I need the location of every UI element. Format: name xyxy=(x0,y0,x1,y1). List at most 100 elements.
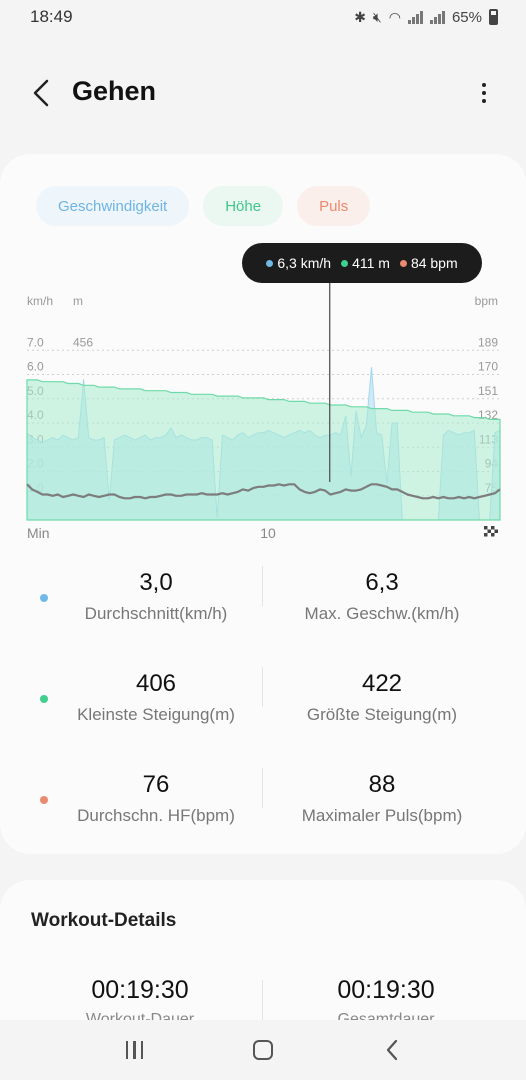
axis-unit-pulse: bpm xyxy=(475,294,498,308)
time-label: Workout-Dauer xyxy=(85,1011,195,1020)
system-nav-bar xyxy=(0,1020,526,1080)
flag-square xyxy=(494,526,498,530)
y-tick-label-pulse: 189 xyxy=(478,335,498,349)
stat-avg-hr: 76 Durchschn. HF(bpm) xyxy=(36,768,276,826)
home-button[interactable] xyxy=(238,1030,288,1070)
wifi-icon: ◠ xyxy=(388,8,401,25)
stat-max-hr: 88 Maximaler Puls(bpm) xyxy=(262,768,502,826)
stat-label: Kleinste Steigung(m) xyxy=(77,705,235,724)
section-title: Workout-Details xyxy=(31,910,177,931)
status-time: 18:49 xyxy=(30,7,73,26)
pulse-dot-icon xyxy=(40,796,48,804)
stat-value: 3,0 xyxy=(139,569,173,596)
tooltip-height: 411 m xyxy=(341,255,390,271)
pulse-line xyxy=(26,483,501,500)
time-value: 00:19:30 xyxy=(91,976,189,1004)
stat-min-height: 406 Kleinste Steigung(m) xyxy=(36,667,276,725)
divider xyxy=(262,566,263,606)
x-axis-label-start: Min xyxy=(27,525,50,541)
flag-square xyxy=(491,526,495,530)
tab-pulse[interactable]: Puls xyxy=(297,186,371,226)
stat-label: Größte Steigung(m) xyxy=(306,705,458,724)
signal-icon-2 xyxy=(429,10,445,24)
workout-duration: 00:19:30 Workout-Dauer xyxy=(30,976,250,1020)
stat-max-speed: 6,3 Max. Geschw.(km/h) xyxy=(262,566,502,624)
flag-square xyxy=(491,533,495,537)
pulse-dot-icon xyxy=(399,259,407,267)
flag-square xyxy=(487,529,491,533)
height-dot-icon xyxy=(40,695,48,703)
more-dot-icon xyxy=(482,83,486,87)
battery-icon xyxy=(489,9,498,25)
mute-icon: 🔇︎ xyxy=(372,8,382,25)
app-header: Gehen xyxy=(0,60,526,126)
workout-chart[interactable]: km/hmbpm7.01896.01705.01514.01323.01132.… xyxy=(0,240,526,550)
divider xyxy=(262,667,263,707)
stat-avg-speed: 3,0 Durchschnitt(km/h) xyxy=(36,566,276,624)
stat-label: Durchschnitt(km/h) xyxy=(84,604,228,623)
stat-row-pulse: 76 Durchschn. HF(bpm) 88 Maximaler Puls(… xyxy=(0,756,526,857)
page-title: Gehen xyxy=(72,76,157,106)
flag-square xyxy=(487,526,491,530)
x-axis-label-10: 10 xyxy=(260,525,276,541)
stat-row-height: 406 Kleinste Steigung(m) 422 Größte Stei… xyxy=(0,655,526,756)
time-value: 00:19:30 xyxy=(337,976,435,1004)
chart-svg[interactable]: km/hmbpm7.01896.01705.01514.01323.01132.… xyxy=(0,240,526,550)
metric-tabs: Geschwindigkeit Höhe Puls xyxy=(36,186,371,226)
stat-max-height: 422 Größte Steigung(m) xyxy=(262,667,502,725)
chart-tooltip: 6,3 km/h 411 m 84 bpm xyxy=(242,243,482,283)
flag-square xyxy=(484,533,488,537)
more-dot-icon xyxy=(482,91,486,95)
total-duration: 00:19:30 Gesamtdauer xyxy=(276,976,496,1020)
workout-details-card: Workout-Details 00:19:30 Workout-Dauer 0… xyxy=(0,880,526,1020)
recent-apps-button[interactable] xyxy=(109,1030,159,1070)
back-arrow-icon xyxy=(33,79,49,107)
stat-value: 422 xyxy=(361,670,403,697)
flag-square xyxy=(494,529,498,533)
home-icon xyxy=(252,1040,273,1060)
speed-dot-icon xyxy=(40,594,48,602)
battery-percent: 65% xyxy=(451,8,482,26)
stat-label: Maximaler Puls(bpm) xyxy=(301,806,463,825)
axis-unit-speed: km/h xyxy=(27,294,53,308)
tooltip-pulse: 84 bpm xyxy=(399,255,458,271)
bluetooth-icon: ✱ xyxy=(354,8,366,25)
time-label: Gesamtdauer xyxy=(337,1011,435,1020)
height-dot-icon xyxy=(341,259,349,267)
divider xyxy=(262,768,263,808)
stat-value: 88 xyxy=(368,771,396,798)
finish-flag-icon xyxy=(484,526,498,537)
nav-back-button[interactable] xyxy=(367,1030,417,1070)
signal-icon xyxy=(407,10,423,24)
flag-square xyxy=(484,526,488,530)
stat-value: 76 xyxy=(142,771,170,798)
stat-value: 406 xyxy=(135,670,177,697)
y-tick-label-pulse: 151 xyxy=(478,384,498,398)
tooltip-speed: 6,3 km/h xyxy=(266,255,331,271)
stat-label: Max. Geschw.(km/h) xyxy=(304,604,460,623)
stats-grid: 3,0 Durchschnitt(km/h) 6,3 Max. Geschw.(… xyxy=(0,554,526,857)
back-button[interactable] xyxy=(26,76,56,110)
stat-row-speed: 3,0 Durchschnitt(km/h) 6,3 Max. Geschw.(… xyxy=(0,554,526,655)
y-tick-label-height: 456 xyxy=(73,335,93,349)
y-tick-label-pulse: 170 xyxy=(478,360,498,374)
axis-unit-height: m xyxy=(73,294,83,308)
y-tick-label-speed: 6.0 xyxy=(27,360,44,374)
flag-square xyxy=(494,533,498,537)
more-dot-icon xyxy=(482,99,486,103)
tab-speed[interactable]: Geschwindigkeit xyxy=(36,186,190,226)
more-options-button[interactable] xyxy=(470,78,498,108)
stat-label: Durchschn. HF(bpm) xyxy=(77,806,235,825)
y-tick-label-speed: 7.0 xyxy=(27,335,44,349)
divider xyxy=(262,980,263,1020)
flag-square xyxy=(491,529,495,533)
tab-height[interactable]: Höhe xyxy=(203,186,284,226)
status-icons: ✱ 🔇︎ ◠ 65% xyxy=(354,9,498,26)
flag-square xyxy=(484,529,488,533)
workout-chart-card: Geschwindigkeit Höhe Puls km/h m bpm 7.0 189… xyxy=(0,154,526,854)
nav-back-icon xyxy=(386,1039,397,1061)
speed-dot-icon xyxy=(266,259,274,267)
recent-apps-icon xyxy=(125,1041,144,1059)
status-bar: 18:49 ✱ 🔇︎ ◠ 65% xyxy=(0,0,526,34)
flag-square xyxy=(487,533,491,537)
